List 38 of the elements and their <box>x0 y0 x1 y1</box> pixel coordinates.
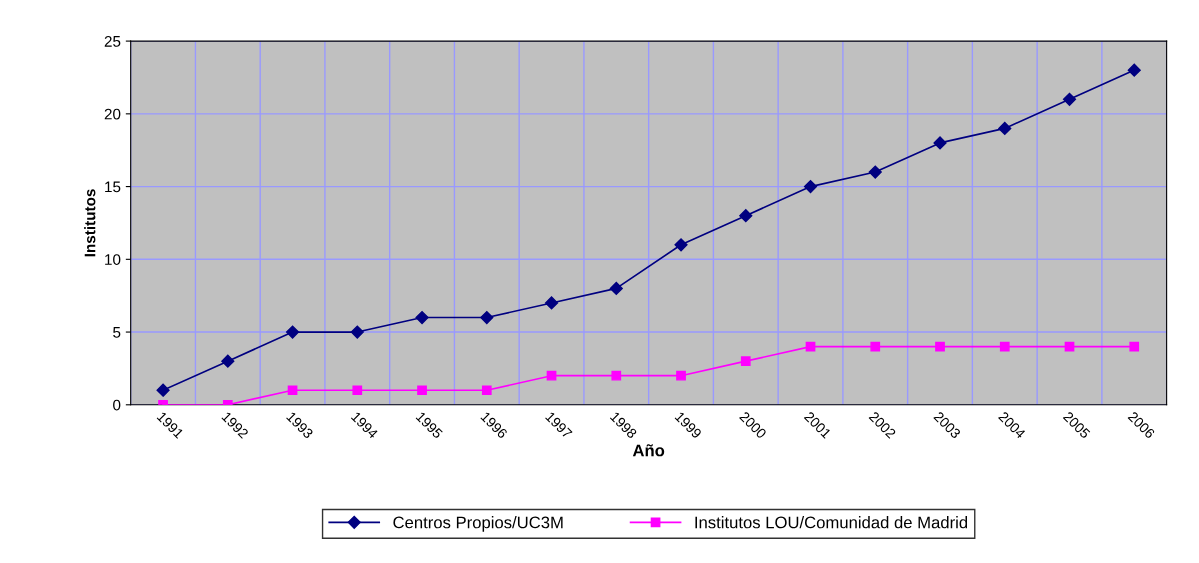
point <box>739 209 753 223</box>
point <box>740 356 751 367</box>
x-axis-title: Año <box>632 444 665 457</box>
point <box>998 121 1012 135</box>
y-tick-label: 15 <box>105 181 121 193</box>
point <box>546 370 557 381</box>
y-tick-label: 5 <box>113 327 121 338</box>
point <box>481 385 492 396</box>
point <box>933 136 947 150</box>
point <box>803 179 818 194</box>
point <box>870 341 881 352</box>
point <box>350 325 364 339</box>
point <box>611 370 622 381</box>
point <box>676 370 686 381</box>
y-tick-label: 0 <box>113 399 121 411</box>
point <box>868 165 882 179</box>
legend-label: Centros Propios/UC3M <box>393 516 563 532</box>
point <box>417 385 427 396</box>
point <box>674 238 688 252</box>
point <box>544 296 559 310</box>
point <box>999 341 1010 352</box>
point <box>156 383 170 397</box>
legend-label: Institutos LOU/Comunidad de Madrid <box>695 516 968 529</box>
y-tick-label: 20 <box>104 108 121 120</box>
y-tick-label: 10 <box>105 254 121 265</box>
y-tick-label: 25 <box>104 35 121 47</box>
point <box>480 310 494 325</box>
point <box>609 281 623 296</box>
y-axis-title: Institutos <box>84 189 96 257</box>
point <box>221 354 235 368</box>
point <box>1062 92 1077 106</box>
point <box>1129 341 1140 352</box>
point <box>1127 63 1141 77</box>
point <box>352 385 363 396</box>
point <box>285 325 300 339</box>
point <box>415 310 429 325</box>
point <box>935 341 945 352</box>
point <box>287 385 298 396</box>
